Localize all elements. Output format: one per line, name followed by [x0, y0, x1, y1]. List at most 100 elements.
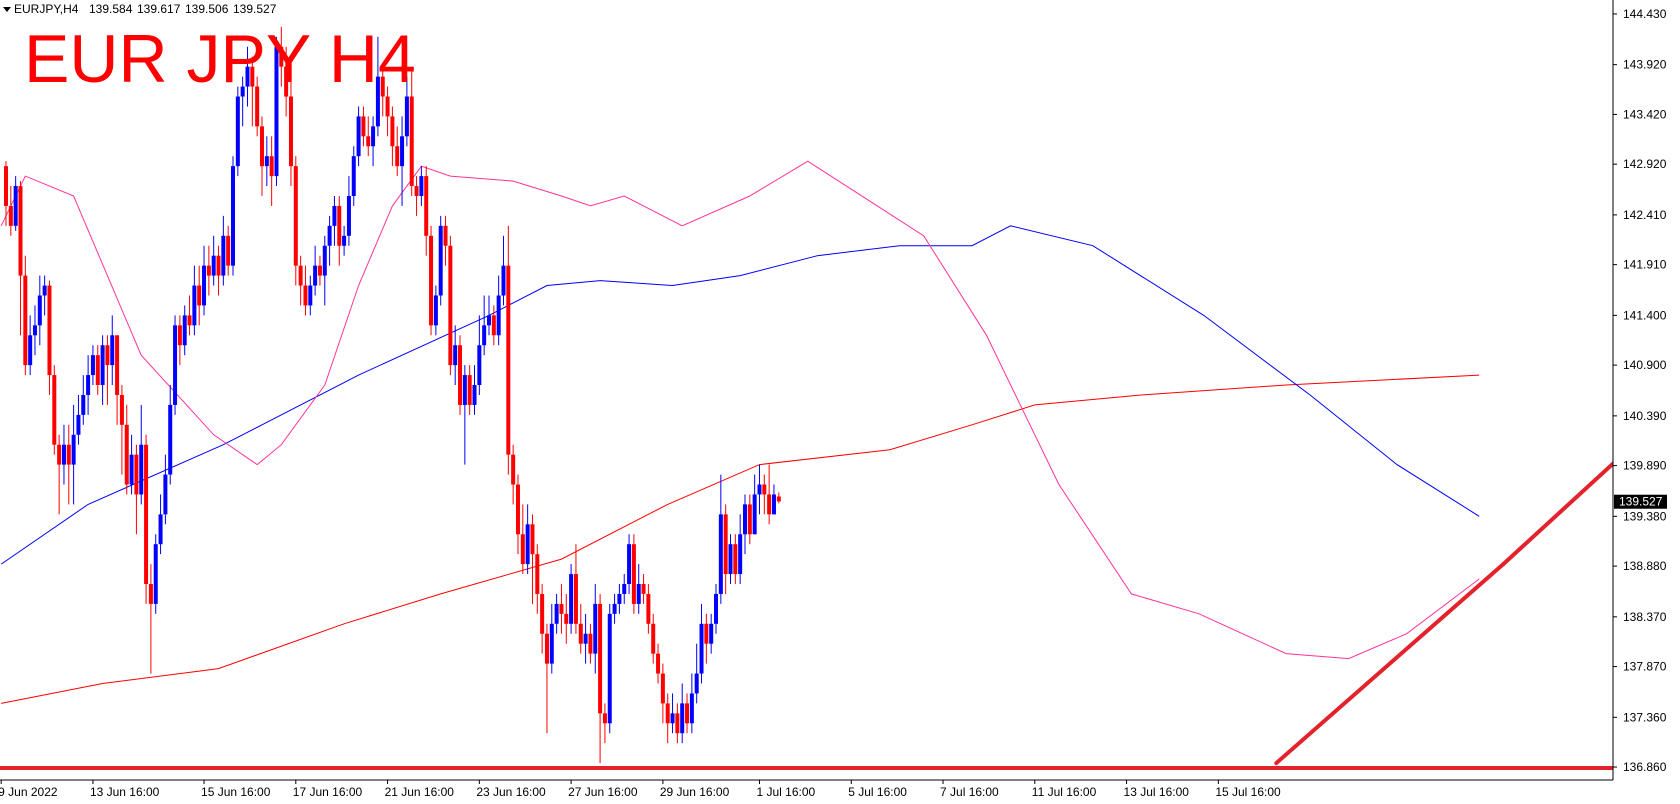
moving-average-fast: [0, 160, 1480, 660]
candle: [646, 584, 651, 634]
candle: [32, 305, 37, 356]
candle-body: [443, 225, 448, 246]
time-tick-label: 15 Jul 16:00: [1215, 785, 1281, 799]
time-tick-label: 23 Jun 16:00: [476, 785, 546, 799]
candle: [728, 534, 733, 584]
candle-body: [776, 496, 781, 502]
candle-body: [187, 315, 192, 326]
price-tick-label: 138.880: [1623, 559, 1667, 573]
candle-body: [274, 46, 279, 177]
candle: [264, 136, 269, 187]
candle: [148, 564, 153, 674]
candle-body: [134, 454, 139, 495]
candle-body: [144, 444, 149, 584]
candle-body: [462, 375, 467, 405]
chart-title: EUR JPY H4: [24, 21, 416, 97]
ohlc-close: 139.527: [233, 2, 277, 16]
candle-body: [747, 504, 752, 535]
candle-body: [211, 255, 216, 276]
candle: [462, 365, 467, 465]
candle: [380, 66, 385, 117]
candle-body: [670, 713, 675, 724]
candle-body: [738, 534, 743, 575]
candle-body: [583, 633, 588, 644]
candle-body: [704, 623, 709, 644]
candle: [81, 375, 86, 425]
candle: [317, 255, 322, 286]
price-tick-label: 142.920: [1623, 157, 1667, 171]
candle: [57, 434, 62, 515]
candle: [685, 693, 690, 734]
candle-body: [8, 205, 13, 226]
candle: [28, 315, 33, 376]
candle: [221, 215, 226, 286]
candle: [419, 166, 424, 206]
moving-averages: [0, 160, 1480, 704]
candle-body: [549, 623, 554, 664]
candle: [95, 345, 100, 395]
time-axis-ticks: 9 Jun 2022 13 Jun 16:00 15 Jun 16:00 17 Jun…: [0, 780, 1281, 799]
candle: [554, 593, 559, 634]
time-tick-label: 17 Jun 16:00: [293, 785, 363, 799]
time-tick-label: 13 Jul 16:00: [1124, 785, 1190, 799]
candle: [738, 514, 743, 584]
candle: [429, 225, 434, 336]
price-tick-label: 137.870: [1623, 660, 1667, 674]
candle: [723, 504, 728, 594]
candle: [433, 285, 438, 336]
candle: [153, 534, 158, 614]
candle: [375, 36, 380, 137]
candle-body: [622, 584, 627, 594]
candle: [767, 464, 772, 525]
time-tick-label: 5 Jul 16:00: [848, 785, 907, 799]
candle: [346, 176, 351, 246]
candle-body: [491, 315, 496, 336]
candle-body: [525, 524, 530, 565]
candle: [607, 603, 612, 734]
candle: [448, 235, 453, 376]
candle-body: [453, 345, 458, 366]
candle: [115, 335, 120, 425]
dropdown-triangle-icon[interactable]: [3, 7, 11, 12]
candle: [42, 275, 47, 316]
candle-body: [709, 623, 714, 644]
candle-body: [607, 613, 612, 724]
candle: [660, 663, 665, 724]
candle-body: [71, 434, 76, 465]
candle-body: [206, 265, 211, 276]
candle: [134, 444, 139, 535]
candle-body: [279, 46, 284, 67]
candle-body: [511, 454, 516, 485]
candle-body: [569, 574, 574, 624]
price-tick-label: 141.400: [1623, 308, 1667, 322]
candle-body: [158, 514, 163, 545]
candle: [540, 584, 545, 654]
candle: [641, 574, 646, 604]
candle-body: [192, 285, 197, 326]
candle: [366, 116, 371, 157]
candle-body: [269, 156, 274, 177]
candle-body: [361, 116, 366, 137]
candle: [332, 196, 337, 246]
candle: [4, 161, 8, 226]
candle-body: [32, 325, 37, 336]
candle: [573, 544, 578, 634]
candle-body: [699, 623, 704, 674]
time-tick-label: 29 Jun 16:00: [660, 785, 730, 799]
current-price-tag-box: [1614, 494, 1667, 509]
candle-body: [627, 544, 632, 584]
candle: [327, 215, 332, 266]
candle-body: [317, 265, 322, 276]
candle: [443, 215, 448, 266]
time-tick-label: 27 Jun 16:00: [568, 785, 638, 799]
candle-body: [259, 126, 264, 167]
moving-average-slow: [1, 374, 1480, 704]
candle: [124, 404, 129, 495]
candle: [598, 593, 603, 764]
candle: [13, 176, 18, 231]
candle: [757, 464, 762, 515]
candle-body: [680, 703, 685, 734]
candle: [240, 76, 245, 127]
time-tick-label: 7 Jul 16:00: [940, 785, 999, 799]
current-price-tag: 139.527: [1614, 494, 1667, 509]
